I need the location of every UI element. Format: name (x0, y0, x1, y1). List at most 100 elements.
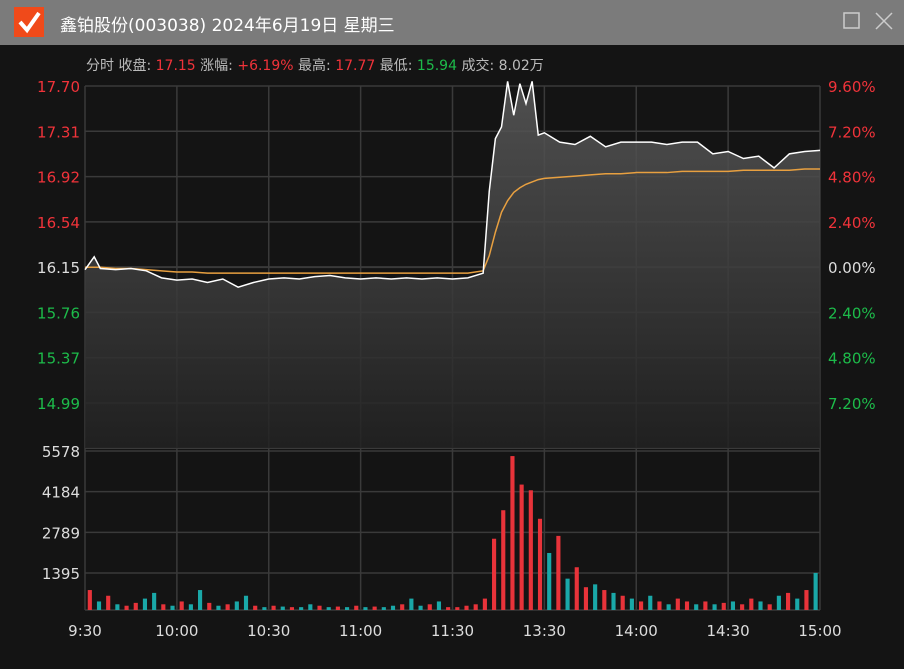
volume-bar (657, 601, 662, 610)
price-tick-label: 17.31 (37, 123, 80, 141)
volume-bar (547, 552, 552, 610)
volume-bar (299, 607, 304, 610)
volume-bar (565, 578, 570, 610)
volume-bar (510, 456, 515, 610)
price-tick-label: 14.99 (37, 395, 80, 413)
volume-bar (639, 601, 644, 610)
volume-bar (537, 518, 543, 610)
volume-tick-label: 5578 (42, 443, 80, 461)
volume-bar (740, 604, 745, 610)
title-bar: 鑫铂股份(003038) 2024年6月19日 星期三 (0, 0, 904, 45)
volume-bar (243, 595, 249, 610)
time-tick-label: 14:00 (615, 622, 658, 640)
price-tick-label: 15.76 (37, 304, 80, 322)
volume-bar (813, 572, 818, 610)
volume-bar (142, 598, 148, 610)
volume-bar (262, 607, 267, 610)
percent-tick-label: 4.80% (828, 350, 876, 368)
volume-bar (482, 598, 487, 610)
volume-bar (225, 604, 230, 610)
volume-bar (289, 607, 295, 610)
volume-bar (602, 590, 607, 610)
volume-bar (381, 607, 386, 610)
time-tick-label: 13:30 (523, 622, 566, 640)
volume-bar (528, 490, 533, 610)
volume-bar (280, 606, 285, 610)
volume-bar (492, 538, 497, 610)
high-label: 最高: (298, 58, 331, 74)
price-line (84, 81, 821, 289)
volume-bar (666, 604, 671, 610)
volume-bar (758, 601, 763, 610)
volume-bar (87, 590, 92, 610)
volume-bar (308, 604, 313, 610)
time-tick-label: 9:30 (68, 622, 102, 640)
time-tick-label: 11:30 (431, 622, 474, 640)
volume-bar (198, 590, 203, 610)
volume-bar (152, 592, 157, 610)
volume-bar (684, 601, 690, 610)
volume-bar (106, 595, 111, 610)
volume-bar (473, 604, 478, 610)
volume-tick-label: 1395 (42, 565, 80, 583)
volume-bar (593, 584, 598, 610)
percent-tick-label: 4.80% (828, 169, 876, 187)
volume-bar (795, 598, 800, 610)
volume-bar (749, 598, 754, 610)
volume-bar (161, 604, 166, 610)
time-tick-label: 15:00 (798, 622, 841, 640)
volume-bar (418, 605, 423, 610)
volume-bar (170, 605, 175, 610)
volume-bar (703, 601, 708, 610)
square-icon[interactable] (842, 11, 862, 31)
volume-bar (675, 598, 680, 610)
volume-bar (179, 601, 184, 610)
volume-bar (354, 605, 359, 610)
time-tick-label: 10:00 (155, 622, 198, 640)
percent-tick-label: 2.40% (828, 214, 876, 232)
volume-value: 8.02万 (498, 58, 544, 74)
volume-tick-label: 4184 (42, 484, 80, 502)
volume-bar (133, 602, 138, 610)
volume-bar (317, 605, 322, 610)
volume-bar (721, 602, 726, 610)
price-tick-label: 16.92 (37, 169, 80, 187)
volume-tick-label: 2789 (42, 524, 80, 542)
volume-bar (400, 604, 405, 610)
volume-label: 成交: (461, 58, 495, 74)
volume-bar (96, 601, 102, 610)
volume-bar (372, 606, 377, 610)
time-tick-label: 11:00 (339, 622, 382, 640)
volume-bar (390, 605, 396, 610)
price-tick-label: 16.15 (37, 259, 80, 277)
time-tick-label: 14:30 (707, 622, 750, 640)
volume-bar (427, 604, 432, 610)
price-tick-label: 15.37 (37, 350, 80, 368)
volume-bar (345, 607, 350, 610)
volume-bar (207, 602, 212, 610)
price-tick-label: 16.54 (37, 214, 80, 232)
volume-bar (216, 605, 221, 610)
volume-bar (583, 587, 589, 610)
volume-bar (519, 484, 524, 610)
volume-bar (501, 510, 506, 610)
volume-bar (253, 605, 258, 610)
volume-bar (436, 601, 442, 610)
volume-bar (694, 604, 699, 610)
change-value: +6.19% (237, 58, 294, 74)
percent-tick-label: 9.60% (828, 78, 876, 96)
change-label: 涨幅: (200, 58, 233, 74)
volume-bar (455, 607, 460, 610)
volume-bar (629, 598, 634, 610)
close-icon[interactable] (874, 11, 894, 31)
average-price-line (85, 168, 820, 274)
volume-bar (574, 567, 579, 610)
volume-bar (188, 604, 193, 610)
volume-bar (786, 592, 791, 610)
volume-bar (409, 598, 414, 610)
price-tick-label: 17.70 (37, 78, 80, 96)
high-value: 17.77 (335, 58, 376, 74)
close-value: 17.15 (155, 58, 196, 74)
volume-bar (776, 595, 781, 610)
